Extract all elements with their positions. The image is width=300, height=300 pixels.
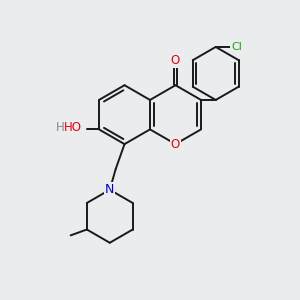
Text: O: O (171, 138, 180, 151)
Text: O: O (171, 54, 180, 67)
Text: Cl: Cl (231, 42, 242, 52)
Text: H: H (56, 122, 65, 134)
Text: N: N (105, 183, 115, 196)
Text: HO: HO (64, 122, 82, 134)
